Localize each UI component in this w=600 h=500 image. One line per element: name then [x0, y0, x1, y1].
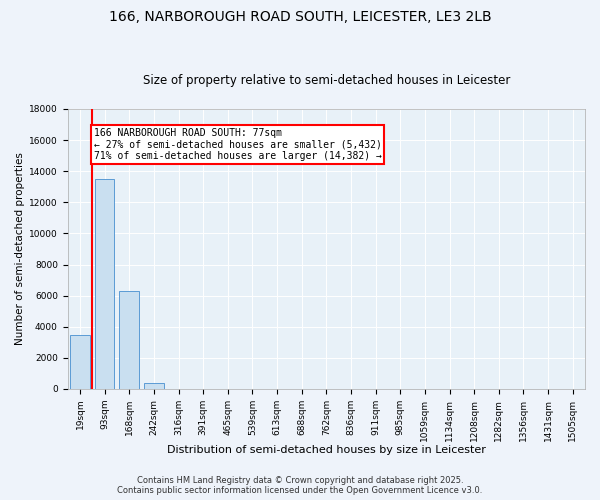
Title: Size of property relative to semi-detached houses in Leicester: Size of property relative to semi-detach…	[143, 74, 510, 87]
X-axis label: Distribution of semi-detached houses by size in Leicester: Distribution of semi-detached houses by …	[167, 445, 486, 455]
Bar	[95, 179, 115, 389]
Text: Contains HM Land Registry data © Crown copyright and database right 2025.
Contai: Contains HM Land Registry data © Crown c…	[118, 476, 482, 495]
Text: 166, NARBOROUGH ROAD SOUTH, LEICESTER, LE3 2LB: 166, NARBOROUGH ROAD SOUTH, LEICESTER, L…	[109, 10, 491, 24]
Bar	[144, 383, 164, 389]
Bar	[70, 334, 90, 389]
Y-axis label: Number of semi-detached properties: Number of semi-detached properties	[15, 152, 25, 346]
Bar	[119, 291, 139, 389]
Text: 166 NARBOROUGH ROAD SOUTH: 77sqm
← 27% of semi-detached houses are smaller (5,43: 166 NARBOROUGH ROAD SOUTH: 77sqm ← 27% o…	[94, 128, 382, 161]
